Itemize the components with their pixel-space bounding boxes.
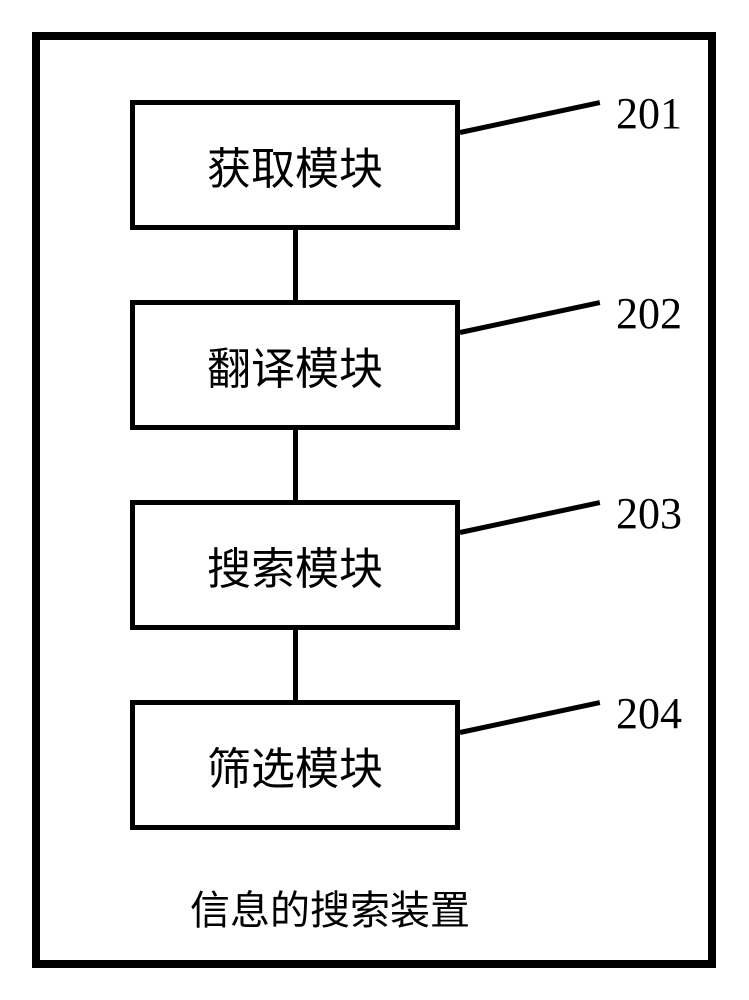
module-label: 获取模块	[207, 133, 383, 197]
reference-number: 201	[616, 88, 682, 139]
connector-line	[293, 230, 298, 300]
reference-number: 204	[616, 688, 682, 739]
reference-number: 203	[616, 488, 682, 539]
module-label: 搜索模块	[207, 533, 383, 597]
module-box: 筛选模块	[130, 700, 460, 830]
reference-number: 202	[616, 288, 682, 339]
connector-line	[293, 430, 298, 500]
connector-line	[293, 630, 298, 700]
module-label: 翻译模块	[207, 333, 383, 397]
module-box: 翻译模块	[130, 300, 460, 430]
module-label: 筛选模块	[207, 733, 383, 797]
diagram-caption: 信息的搜索装置	[190, 878, 470, 936]
module-box: 搜索模块	[130, 500, 460, 630]
module-box: 获取模块	[130, 100, 460, 230]
